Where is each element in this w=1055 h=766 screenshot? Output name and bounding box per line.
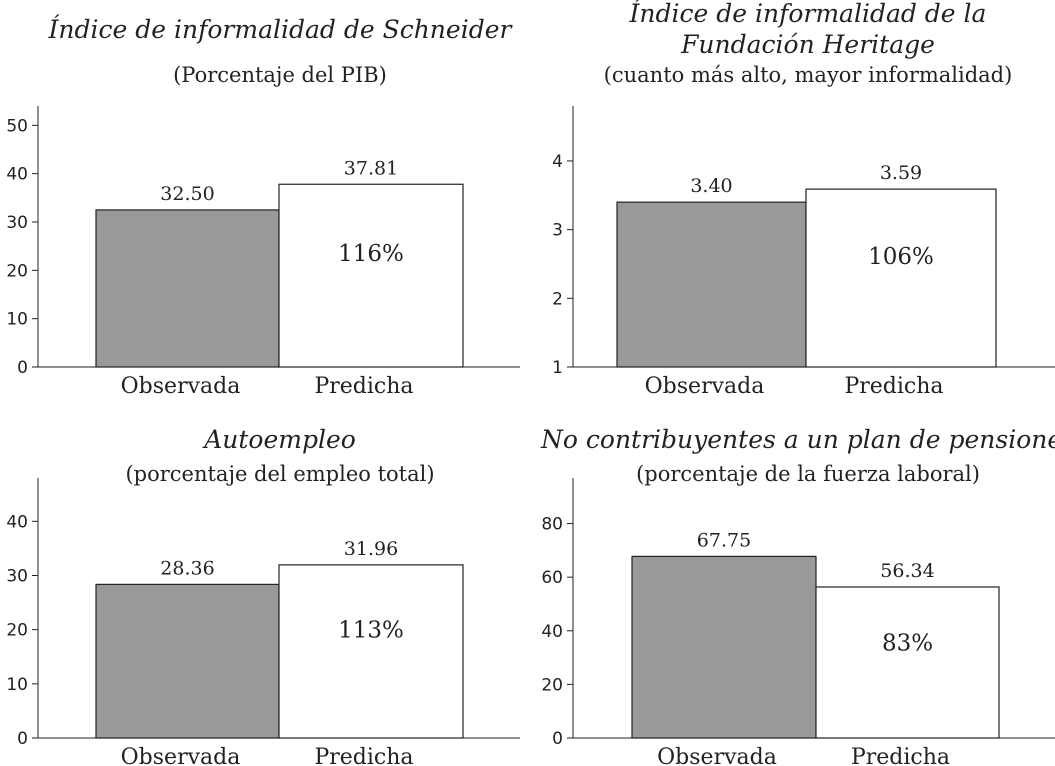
x-category-label: Observada	[645, 374, 765, 399]
bar-value-label: 3.40	[690, 175, 732, 197]
y-tick-label: 40	[541, 622, 563, 642]
y-tick-label: 80	[541, 515, 563, 535]
y-tick-label: 40	[6, 165, 28, 185]
y-tick-label: 20	[541, 675, 563, 695]
bar-observada	[95, 209, 280, 368]
bar-value-label: 28.36	[160, 557, 214, 579]
ratio-label: 83%	[882, 630, 933, 656]
bar-value-label: 32.50	[160, 183, 214, 205]
bar-value-label: 67.75	[697, 529, 751, 551]
y-tick-label: 30	[6, 567, 28, 587]
y-tick-label: 40	[6, 512, 28, 532]
x-category-label: Predicha	[314, 745, 413, 766]
bar-predicha	[815, 586, 1000, 739]
chart-title-line: Índice de informalidad de la	[629, 0, 987, 28]
y-tick-label: 10	[6, 675, 28, 695]
x-category-label: Predicha	[851, 745, 950, 766]
y-tick-label: 50	[6, 116, 28, 136]
bar-value-label: 56.34	[880, 560, 934, 582]
bar-predicha	[278, 564, 464, 739]
y-tick-label: 0	[552, 729, 563, 749]
y-tick-label: 10	[6, 310, 28, 330]
chart-panel-3: Autoempleo (porcentaje del empleo total) 0…	[6, 425, 520, 766]
x-category-label: Observada	[121, 374, 241, 399]
y-tick-label: 0	[17, 729, 28, 749]
ratio-label: 116%	[338, 241, 404, 267]
chart-subtitle: (porcentaje del empleo total)	[125, 462, 434, 486]
bar-observada	[95, 583, 280, 739]
y-tick-label: 1	[552, 358, 563, 378]
y-tick-label: 20	[6, 261, 28, 281]
chart-title-line: Fundación Heritage	[680, 30, 935, 59]
x-category-label: Predicha	[314, 374, 413, 399]
bar-predicha	[805, 188, 997, 368]
bar-value-label: 3.59	[880, 162, 922, 184]
chart-subtitle: (Porcentaje del PIB)	[173, 63, 387, 87]
chart-title-line: Autoempleo	[202, 425, 356, 454]
chart-title-line: No contribuyentes a un plan de pensiones	[540, 425, 1055, 454]
y-tick-label: 0	[17, 358, 28, 378]
bar-observada	[631, 555, 817, 739]
x-category-label: Predicha	[844, 374, 943, 399]
bar-value-label: 37.81	[344, 157, 398, 179]
chart-panel-4: No contribuyentes a un plan de pensiones…	[540, 425, 1055, 766]
y-tick-label: 2	[552, 289, 563, 309]
x-category-label: Observada	[657, 745, 777, 766]
x-category-label: Observada	[121, 745, 241, 766]
ratio-label: 106%	[868, 244, 934, 270]
bar-predicha	[278, 183, 464, 368]
ratio-label: 113%	[338, 618, 404, 644]
y-tick-label: 30	[6, 213, 28, 233]
y-tick-label: 20	[6, 621, 28, 641]
chart-panel-1: Índice de informalidad de Schneider (Porc…	[6, 15, 520, 399]
y-tick-label: 3	[552, 221, 563, 241]
chart-title-line: Índice de informalidad de Schneider	[48, 15, 514, 44]
chart-subtitle: (porcentaje de la fuerza laboral)	[636, 462, 980, 486]
y-tick-label: 60	[541, 568, 563, 588]
bar-observada	[616, 201, 807, 368]
chart-subtitle: (cuanto más alto, mayor informalidad)	[604, 63, 1013, 87]
bar-value-label: 31.96	[344, 538, 398, 560]
y-tick-label: 4	[552, 152, 563, 172]
